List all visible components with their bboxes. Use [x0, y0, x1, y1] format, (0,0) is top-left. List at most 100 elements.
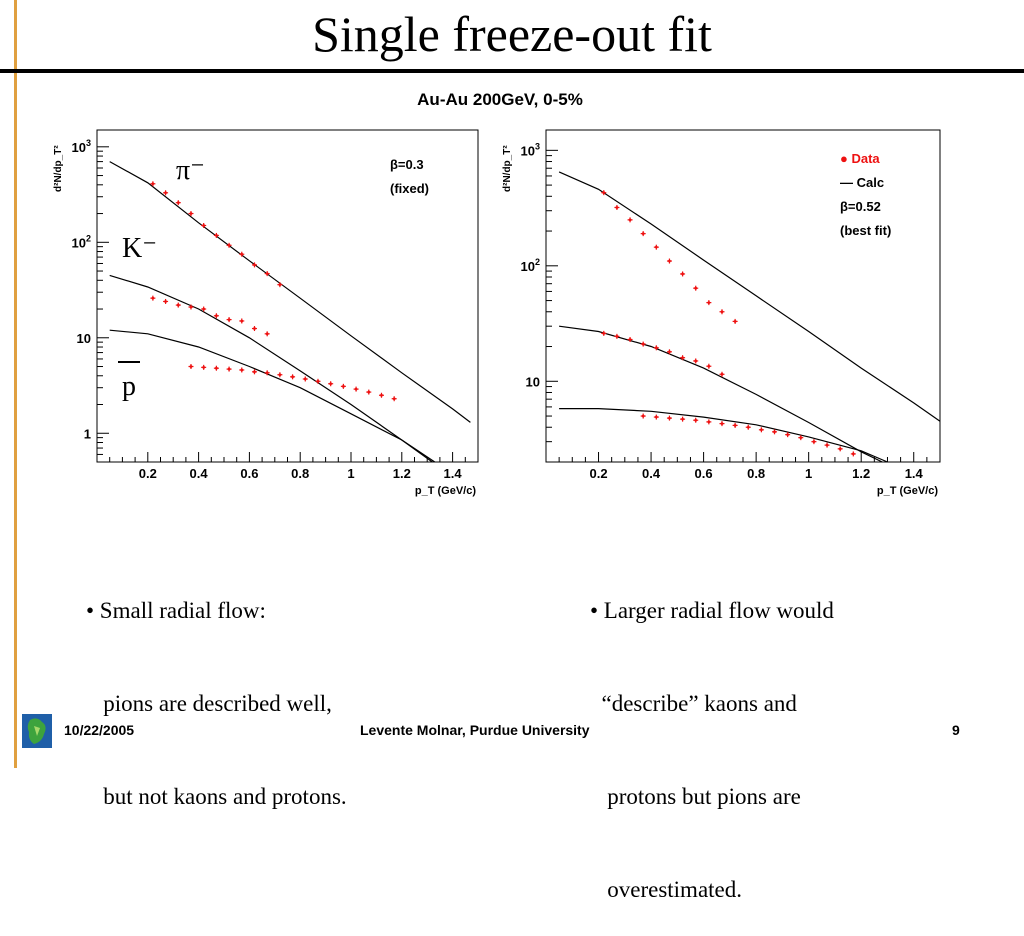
data-point — [353, 386, 359, 392]
x-tick-label: 0.8 — [291, 466, 309, 481]
data-point — [824, 442, 830, 448]
x-tick-label: 1.4 — [444, 466, 463, 481]
data-point-dot — [707, 301, 711, 305]
chart-subtitle: Au-Au 200GeV, 0-5% — [417, 90, 583, 109]
data-point — [175, 200, 181, 206]
data-point-dot — [202, 307, 206, 311]
data-point-dot — [176, 303, 180, 307]
data-point-dot — [707, 364, 711, 368]
bullet-line: “describe” kaons and — [590, 691, 797, 716]
data-point — [811, 439, 817, 445]
data-point-dot — [202, 224, 206, 227]
data-point-dot — [838, 447, 842, 451]
data-point — [614, 333, 620, 339]
data-point — [719, 371, 725, 377]
data-point-dot — [176, 201, 180, 205]
bullet-line: pions are described well, — [86, 691, 332, 716]
data-point — [772, 429, 778, 435]
data-point-dot — [253, 370, 256, 374]
data-point-dot — [641, 232, 645, 236]
data-point — [706, 363, 712, 369]
chart-left: 0.2 0.4 0.6 0.8 1 1.2 1.4 1 10 102 103 p_T (GeV/c) d… — [40, 120, 530, 500]
data-point-dot — [746, 425, 750, 429]
data-point-dot — [278, 373, 282, 377]
data-point — [175, 302, 181, 308]
data-point — [201, 364, 207, 370]
data-point-dot — [720, 310, 724, 314]
label-kaon: K⁻ — [122, 233, 157, 264]
data-point — [693, 417, 699, 423]
data-point-dot — [227, 367, 231, 371]
data-point — [680, 416, 686, 422]
data-point-dot — [615, 206, 619, 209]
data-point-dot — [720, 422, 724, 426]
x-tick-label: 0.4 — [642, 466, 661, 481]
x-tick-label: 0.8 — [747, 466, 765, 481]
data-point — [693, 358, 699, 364]
data-point-dot — [602, 331, 606, 335]
data-point — [150, 295, 156, 301]
data-point-dot — [240, 368, 244, 372]
data-point — [188, 304, 194, 310]
data-point-dot — [265, 371, 269, 375]
data-point — [201, 222, 207, 228]
x-tick-label: 0.6 — [240, 466, 258, 481]
data-point-dot — [641, 342, 645, 346]
data-point — [264, 331, 270, 337]
y-axis-label: d²N/dp_T² — [502, 145, 513, 192]
legend-beta: β=0.52 — [840, 199, 881, 214]
data-point — [226, 366, 232, 372]
data-point-dot — [151, 296, 155, 300]
data-point — [328, 381, 334, 387]
y-tick-label: 102 — [521, 257, 540, 274]
y-axis-label: d²N/dp_T² — [53, 145, 64, 192]
fit-curve-2 — [559, 408, 888, 463]
data-point-dot — [164, 191, 167, 195]
data-point — [264, 370, 270, 376]
x-axis-label: p_T (GeV/c) — [415, 485, 476, 497]
data-point-dot — [380, 393, 383, 397]
x-tick-label: 0.4 — [190, 466, 209, 481]
x-tick-label: 0.2 — [139, 466, 157, 481]
data-point — [758, 427, 764, 433]
data-point — [680, 271, 686, 277]
data-point — [837, 446, 843, 452]
data-point-dot — [628, 218, 632, 222]
data-point-dot — [253, 327, 256, 330]
y-tick-label: 10 — [77, 331, 91, 346]
bullet-line: overestimated. — [590, 877, 743, 902]
data-point — [798, 435, 804, 441]
data-point — [315, 378, 321, 384]
accent-vertical-line — [14, 0, 17, 768]
data-point — [264, 271, 270, 277]
fit-curve-0 — [109, 161, 471, 423]
x-axis-label: p_T (GeV/c) — [877, 485, 938, 497]
data-point-dot — [759, 428, 763, 432]
data-point — [251, 262, 257, 268]
data-point — [239, 251, 245, 257]
data-point-dot — [694, 359, 698, 363]
fit-curve-1 — [109, 274, 436, 463]
data-point — [391, 396, 397, 402]
data-point — [601, 330, 607, 336]
data-point — [340, 383, 346, 389]
y-tick-label: 10 — [526, 374, 540, 389]
bullet-line: • Larger radial flow would — [590, 598, 834, 623]
data-point — [163, 298, 169, 304]
y-tick-label-base: 10 — [72, 140, 86, 155]
data-point — [201, 306, 207, 312]
footer-author: Levente Molnar, Purdue University — [360, 722, 590, 738]
legend-calc: — Calc — [840, 175, 884, 190]
data-point — [653, 414, 659, 420]
data-point-dot — [668, 350, 671, 354]
data-point — [732, 422, 738, 428]
data-point — [213, 313, 219, 319]
data-point — [150, 181, 156, 187]
data-point — [666, 349, 672, 355]
data-point — [601, 190, 607, 196]
data-point-dot — [354, 387, 358, 391]
data-point — [239, 367, 245, 373]
data-point-dot — [189, 365, 193, 368]
data-point — [302, 376, 308, 382]
